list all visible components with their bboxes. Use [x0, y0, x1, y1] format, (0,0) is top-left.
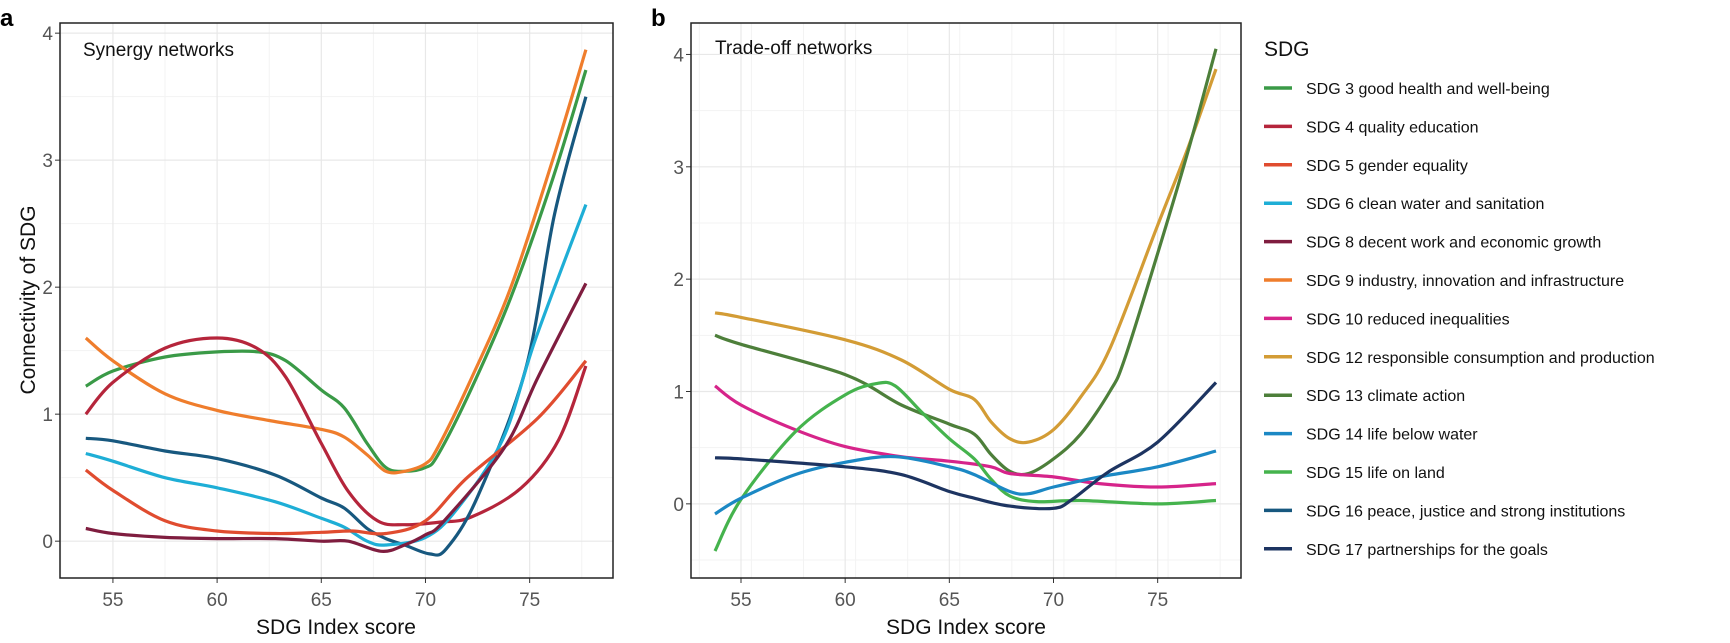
- y-tick-label: 1: [673, 383, 684, 404]
- y-tick-label: 1: [42, 405, 53, 426]
- y-tick-label: 0: [42, 532, 53, 553]
- legend-label: SDG 17 partnerships for the goals: [1306, 542, 1548, 559]
- x-tick-label: 70: [1043, 590, 1064, 611]
- plot-background: [60, 23, 613, 578]
- legend-item-sdg9: SDG 9 industry, innovation and infrastru…: [1264, 273, 1624, 290]
- legend-label: SDG 6 clean water and sanitation: [1306, 196, 1544, 213]
- series-line-sdg17: [714, 381, 1218, 511]
- legend-item-sdg16: SDG 16 peace, justice and strong institu…: [1264, 503, 1625, 520]
- panel-a-title: Synergy networks: [83, 40, 234, 61]
- panel-a-synergy-chart: 55 60 65 70 75 0 1 2 3 4: [42, 22, 614, 611]
- legend-item-sdg3: SDG 3 good health and well-being: [1264, 81, 1550, 98]
- legend-item-sdg13: SDG 13 climate action: [1264, 388, 1465, 405]
- legend-label: SDG 8 decent work and economic growth: [1306, 235, 1601, 252]
- y-tick-label: 0: [673, 495, 684, 516]
- panel-a-y-axis-label: Connectivity of SDG: [17, 205, 40, 394]
- series-line-sdg10: [714, 384, 1217, 489]
- legend-label: SDG 16 peace, justice and strong institu…: [1306, 503, 1625, 520]
- x-tick-label: 75: [1147, 590, 1168, 611]
- legend-label: SDG 14 life below water: [1306, 427, 1478, 444]
- panel-b-letter: b: [651, 5, 666, 32]
- legend-item-sdg17: SDG 17 partnerships for the goals: [1264, 542, 1548, 559]
- series-line-sdg4: [84, 336, 588, 527]
- legend-item-sdg4: SDG 4 quality education: [1264, 119, 1479, 136]
- series-line-sdg3: [84, 69, 588, 473]
- legend-item-sdg10: SDG 10 reduced inequalities: [1264, 311, 1510, 328]
- legend-title: SDG: [1264, 38, 1310, 61]
- legend-label: SDG 5 gender equality: [1306, 158, 1468, 175]
- x-tick-label: 60: [835, 590, 856, 611]
- legend-label: SDG 12 responsible consumption and produ…: [1306, 350, 1655, 367]
- legend-label: SDG 3 good health and well-being: [1306, 81, 1550, 98]
- panel-a-letter: a: [0, 5, 14, 32]
- panel-b-x-axis-label: SDG Index score: [886, 616, 1046, 639]
- x-tick-label: 65: [311, 590, 332, 611]
- legend-label: SDG 10 reduced inequalities: [1306, 311, 1510, 328]
- panel-b-title: Trade-off networks: [715, 38, 872, 59]
- y-tick-label: 4: [673, 45, 684, 66]
- legend-label: SDG 15 life on land: [1306, 465, 1445, 482]
- legend-item-sdg12: SDG 12 responsible consumption and produ…: [1264, 350, 1655, 367]
- x-tick-label: 65: [939, 590, 960, 611]
- series-line-sdg8: [85, 282, 588, 553]
- x-tick-label: 55: [102, 590, 123, 611]
- series-line-sdg6: [85, 204, 588, 547]
- x-tick-label: 75: [519, 590, 540, 611]
- legend-label: SDG 4 quality education: [1306, 119, 1479, 136]
- legend-item-sdg8: SDG 8 decent work and economic growth: [1264, 235, 1601, 252]
- series-line-sdg9: [84, 49, 588, 475]
- y-tick-label: 2: [42, 278, 53, 299]
- x-tick-label: 60: [207, 590, 228, 611]
- legend-item-sdg15: SDG 15 life on land: [1264, 465, 1445, 482]
- series-line-sdg12: [714, 68, 1218, 445]
- legend-item-sdg5: SDG 5 gender equality: [1264, 158, 1468, 175]
- plot-border: [59, 22, 614, 579]
- y-tick-label: 3: [42, 151, 53, 172]
- legend-label: SDG 13 climate action: [1306, 388, 1465, 405]
- y-tick-label: 2: [673, 270, 684, 291]
- panel-b-tradeoff-chart: 55 60 65 70 75 0 1 2 3 4: [673, 22, 1242, 611]
- legend: SDG SDG 3 good health and well-being SDG …: [1264, 38, 1655, 559]
- panel-a-x-axis-label: SDG Index score: [256, 616, 416, 639]
- y-tick-label: 4: [42, 24, 53, 45]
- x-tick-label: 55: [730, 590, 751, 611]
- legend-item-sdg6: SDG 6 clean water and sanitation: [1264, 196, 1544, 213]
- series-line-sdg5: [84, 359, 588, 536]
- legend-label: SDG 9 industry, innovation and infrastru…: [1306, 273, 1624, 290]
- plot-border: [690, 22, 1242, 579]
- x-tick-label: 70: [415, 590, 436, 611]
- y-tick-label: 3: [673, 158, 684, 179]
- legend-item-sdg14: SDG 14 life below water: [1264, 427, 1478, 444]
